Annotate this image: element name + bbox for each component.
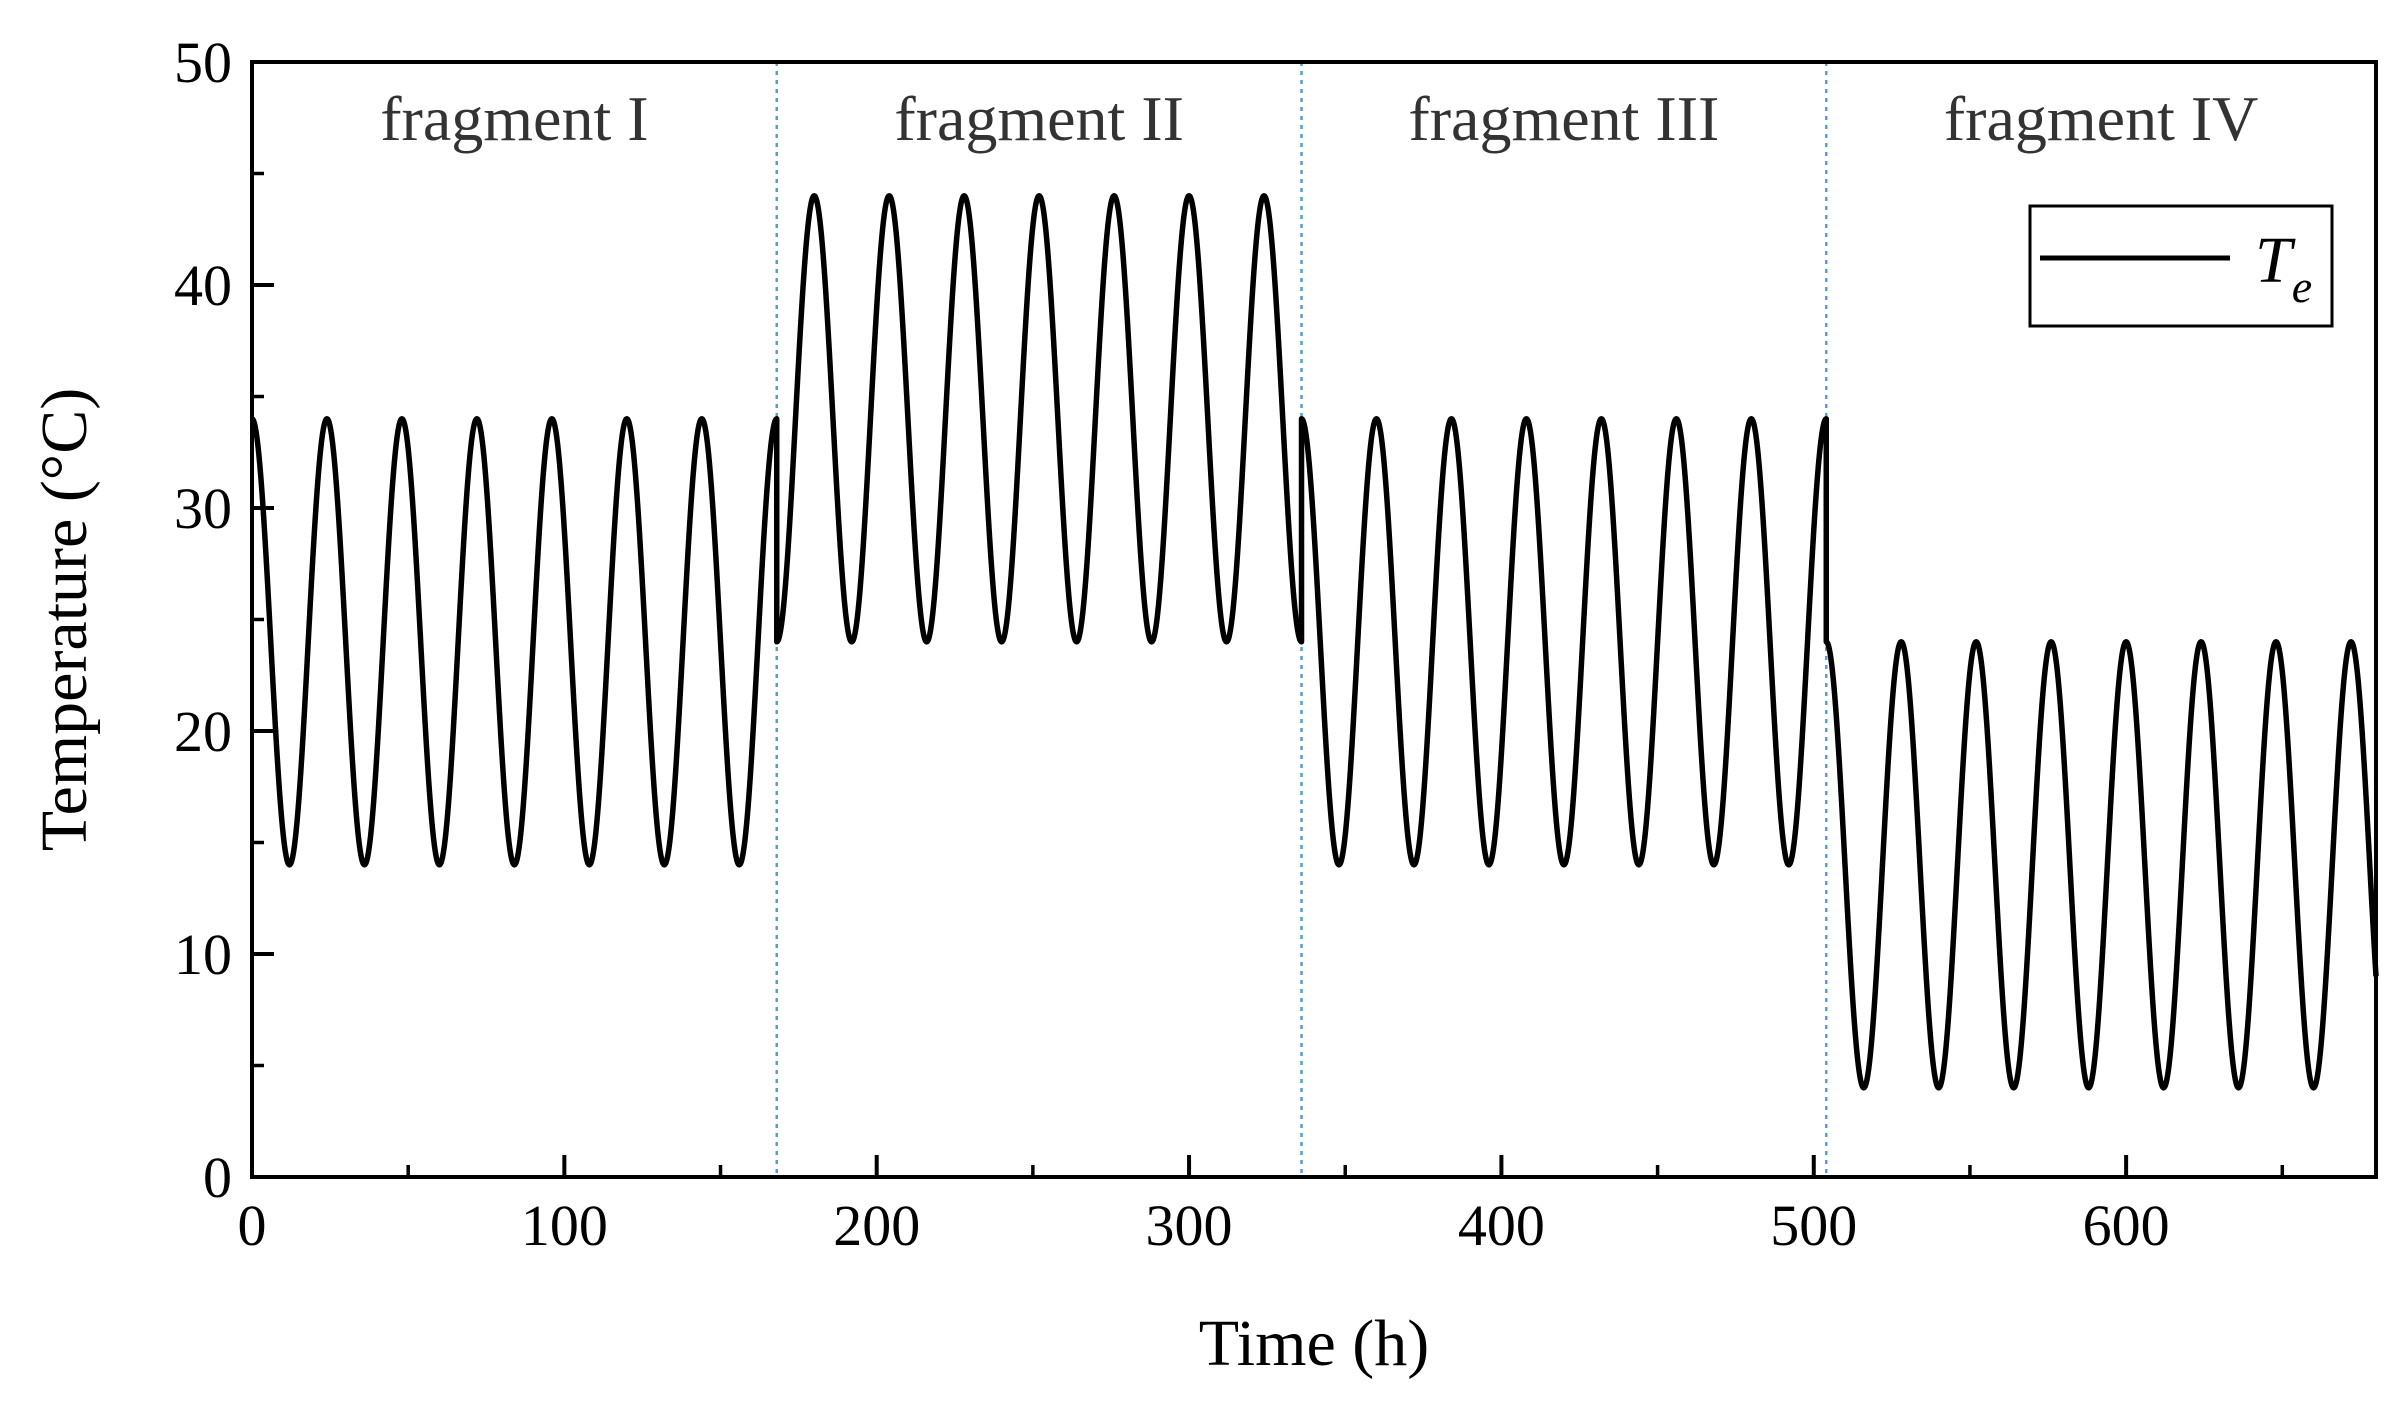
- series-layer: [249, 193, 2379, 1091]
- legend-box: [2028, 204, 2334, 328]
- fragment-label-3: fragment III: [1408, 83, 1719, 154]
- fragment-label-2: fragment II: [894, 83, 1184, 154]
- y-tick-label-30: 30: [174, 476, 232, 541]
- x-tick-label-500: 500: [1770, 1193, 1857, 1258]
- series-line-Te: [249, 193, 2379, 1091]
- y-tick-label-0: 0: [203, 1145, 232, 1210]
- x-tick-label-300: 300: [1146, 1193, 1233, 1258]
- legend: Te: [2028, 204, 2334, 328]
- x-axis-title: Time (h): [1199, 1307, 1429, 1380]
- x-tick-label-200: 200: [833, 1193, 920, 1258]
- fragment-dividers: [775, 62, 1828, 1177]
- x-tick-label-400: 400: [1458, 1193, 1545, 1258]
- fragment-label-4: fragment IV: [1944, 83, 2259, 154]
- y-tick-label-50: 50: [174, 30, 232, 95]
- fragment-labels: fragment I fragment II fragment III fragmen…: [380, 83, 2258, 154]
- legend-label-subscript: e: [2292, 261, 2312, 312]
- y-tick-label-10: 10: [174, 922, 232, 987]
- fragment-label-1: fragment I: [380, 83, 648, 154]
- x-tick-label-0: 0: [238, 1193, 267, 1258]
- y-tick-label-20: 20: [174, 699, 232, 764]
- y-tick-label-40: 40: [174, 253, 232, 318]
- x-tick-label-100: 100: [521, 1193, 608, 1258]
- y-axis-title: Temperature (°C): [28, 388, 101, 851]
- x-tick-label-600: 600: [2083, 1193, 2170, 1258]
- axes-layer: 0 100 200 300 400 500 600 0 10 20 30 40 50 Time (h) Te…: [28, 30, 2378, 1380]
- legend-label-base: T: [2255, 224, 2296, 297]
- legend-label: Te: [2255, 224, 2312, 312]
